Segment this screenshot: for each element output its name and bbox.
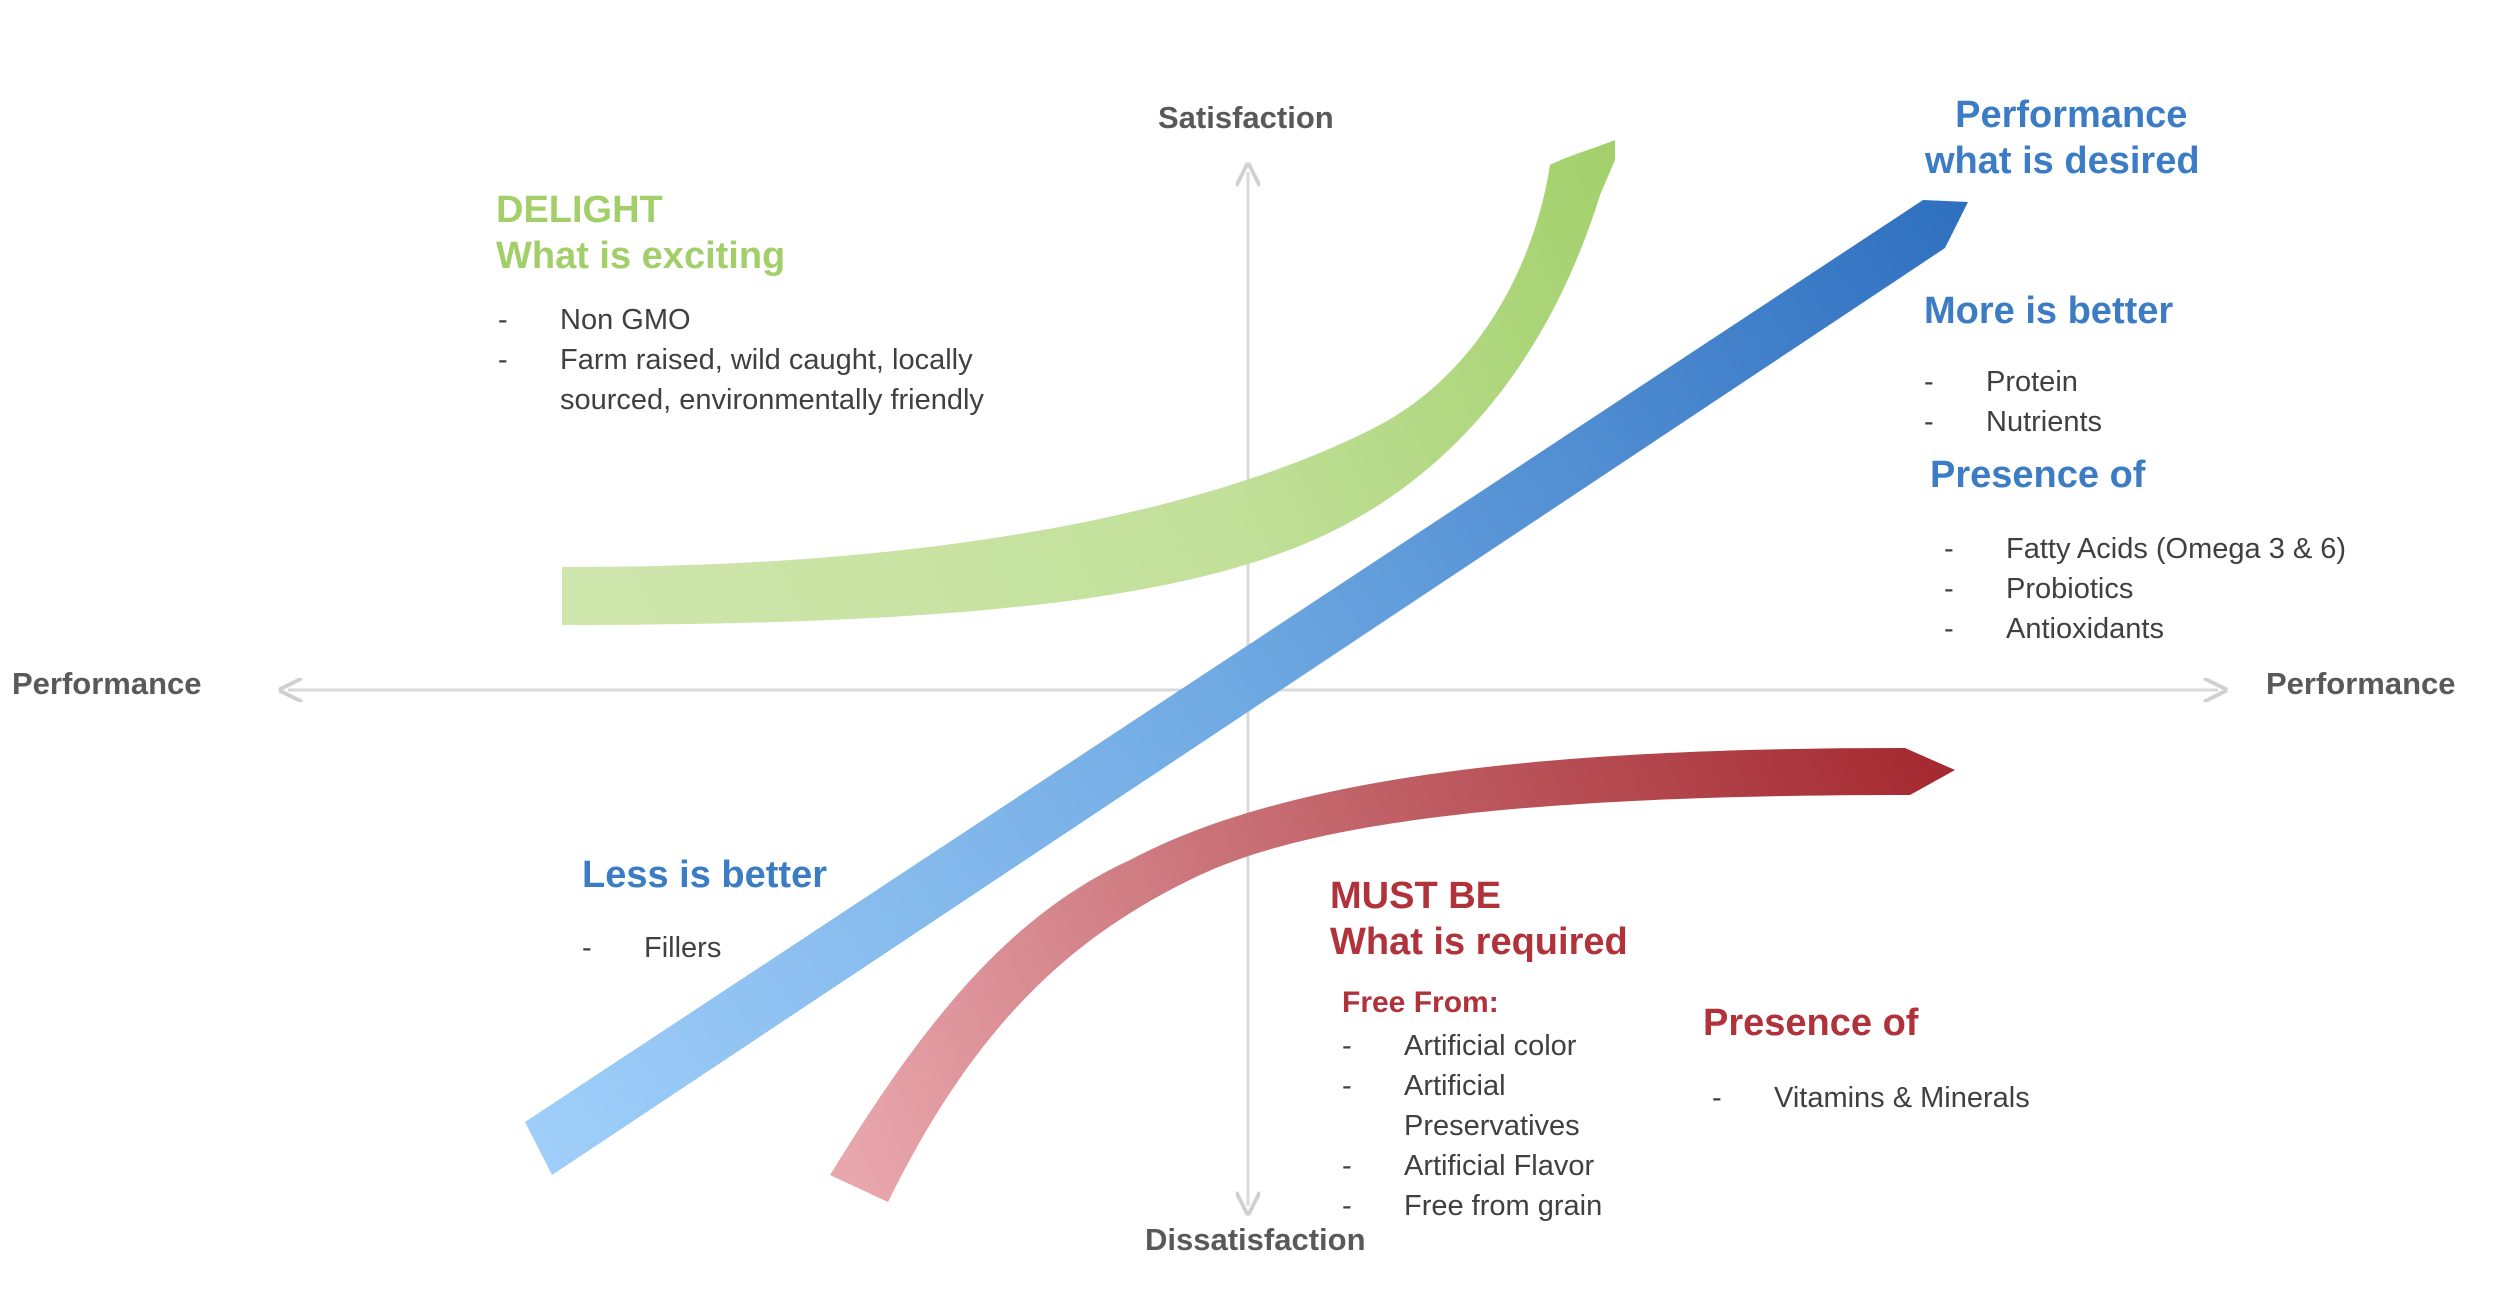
less-is-better-heading: Less is better xyxy=(582,854,827,896)
must-be-presence-heading: Presence of xyxy=(1703,1002,1919,1044)
list-item: Nutrients xyxy=(1924,402,2102,442)
list-item: sourced, environmentally friendly xyxy=(560,384,984,416)
list-item: Probiotics xyxy=(1944,569,2346,609)
list-item: Artificial Flavor xyxy=(1342,1146,1602,1186)
more-is-better-list: Protein Nutrients xyxy=(1924,362,2102,442)
list-item: Non GMO xyxy=(498,300,984,340)
list-item: Antioxidants xyxy=(1944,609,2346,649)
list-item: Fatty Acids (Omega 3 & 6) xyxy=(1944,529,2346,569)
axis-label-performance-right: Performance xyxy=(2266,666,2456,701)
delight-curve xyxy=(562,140,1615,625)
list-item: Farm raised, wild caught, locally xyxy=(498,340,984,380)
more-is-better-heading: More is better xyxy=(1924,290,2174,332)
delight-title: DELIGHT What is exciting xyxy=(496,187,785,279)
performance-title-line2: what is desired xyxy=(1925,140,2200,182)
list-item: Fillers xyxy=(582,928,721,968)
free-from-heading: Free From: xyxy=(1342,986,1499,1019)
list-item: Preservatives xyxy=(1404,1110,1580,1142)
list-item: Free from grain xyxy=(1342,1186,1602,1226)
must-be-curve xyxy=(830,748,1955,1202)
delight-list: Non GMO Farm raised, wild caught, locall… xyxy=(498,300,984,420)
performance-title: Performance what is desired xyxy=(1925,92,2200,184)
must-be-presence-list: Vitamins & Minerals xyxy=(1712,1078,2030,1118)
must-be-title: MUST BE What is required xyxy=(1330,873,1628,965)
delight-title-line1: DELIGHT xyxy=(496,189,663,231)
performance-arrow xyxy=(525,200,1968,1175)
must-be-title-line1: MUST BE xyxy=(1330,875,1501,917)
performance-presence-list: Fatty Acids (Omega 3 & 6) Probiotics Ant… xyxy=(1944,529,2346,649)
axis-label-dissatisfaction: Dissatisfaction xyxy=(1145,1222,1366,1257)
less-is-better-list: Fillers xyxy=(582,928,721,968)
must-be-title-line2: What is required xyxy=(1330,921,1628,963)
performance-presence-heading: Presence of xyxy=(1930,454,2146,496)
axis-label-satisfaction: Satisfaction xyxy=(1158,100,1334,135)
free-from-list: Artificial color Artificial Preservative… xyxy=(1342,1026,1602,1226)
performance-title-line1: Performance xyxy=(1955,94,2188,136)
delight-title-line2: What is exciting xyxy=(496,235,786,277)
list-item: Artificial color xyxy=(1342,1026,1602,1066)
axis-label-performance-left: Performance xyxy=(12,666,202,701)
list-item: Vitamins & Minerals xyxy=(1712,1078,2030,1118)
list-item: Artificial xyxy=(1342,1066,1602,1106)
list-item: Protein xyxy=(1924,362,2102,402)
